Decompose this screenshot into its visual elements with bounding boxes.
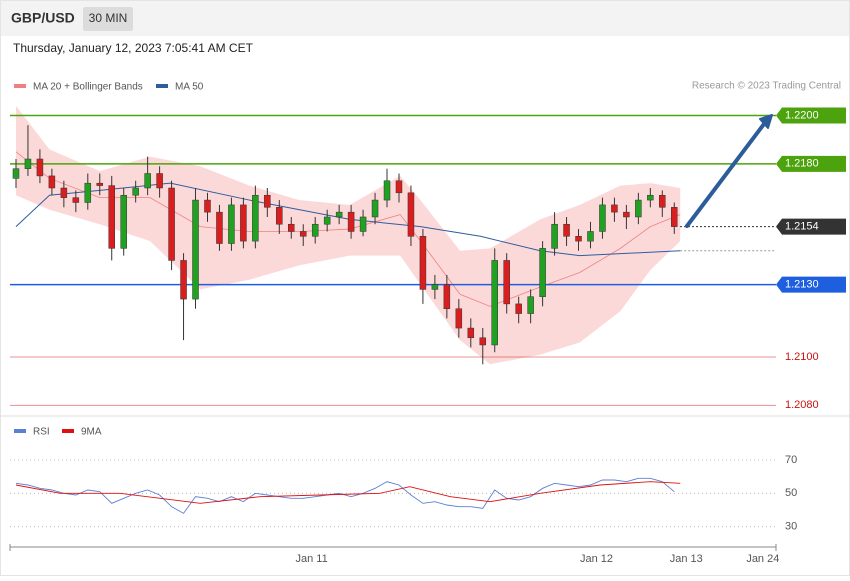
x-tick-label: Jan 12 <box>580 553 613 565</box>
candle-body <box>252 194 259 242</box>
candle-body <box>647 194 654 201</box>
timestamp: Thursday, January 12, 2023 7:05:41 AM CE… <box>13 41 254 55</box>
candle-body <box>228 204 235 244</box>
candle-body <box>371 199 379 218</box>
candle-body <box>359 216 367 232</box>
candle-body <box>24 158 32 169</box>
arrow-head <box>759 114 773 129</box>
rsi-line <box>15 477 675 514</box>
candle-body <box>599 204 606 232</box>
candle-body <box>156 173 163 189</box>
candle-body <box>180 260 187 300</box>
credit: Research © 2023 Trading Central <box>692 81 841 92</box>
legend-label: MA 50 <box>175 82 204 93</box>
legend-swatch <box>14 84 26 88</box>
candle-body <box>12 168 20 179</box>
x-tick-label: Jan 11 <box>296 553 328 565</box>
candle-body <box>539 248 546 297</box>
candle-body <box>132 187 139 196</box>
candle-body <box>192 199 199 300</box>
candle-body <box>551 223 558 249</box>
candle-body <box>323 216 331 225</box>
y-tick-label: 50 <box>785 487 797 499</box>
candle-body <box>623 211 630 218</box>
interval-box[interactable] <box>83 7 133 31</box>
candle-body <box>431 284 439 290</box>
legend-swatch <box>156 84 168 88</box>
candle-body <box>419 236 427 290</box>
ma20-line <box>15 151 681 307</box>
candle-body <box>575 236 582 242</box>
x-tick-label: Jan 24 <box>746 553 779 565</box>
x-tick-label: Jan 13 <box>670 553 703 565</box>
interval[interactable]: 30 MIN <box>89 11 128 25</box>
candle-body <box>216 211 223 244</box>
legend-swatch <box>62 429 74 433</box>
symbol: GBP/USD <box>11 10 75 26</box>
candle-body <box>443 284 451 309</box>
candle-body <box>36 158 44 177</box>
rsi-line <box>15 481 681 504</box>
rsi-panel: 70 50 30 RSI 9MA <box>10 427 797 533</box>
y-tick-label: 30 <box>785 521 797 533</box>
candle-body <box>299 231 307 237</box>
candle-body <box>515 303 522 314</box>
candle-body <box>455 308 463 329</box>
price-tag <box>776 218 846 235</box>
ma50-line <box>15 182 681 257</box>
candle-body <box>264 194 271 208</box>
candle-body <box>563 223 570 237</box>
candle-body <box>288 223 295 232</box>
legend-label: MA 20 + Bollinger Bands <box>33 82 143 93</box>
candle-body <box>84 182 92 203</box>
price-label: 1.2154 <box>785 221 819 233</box>
price-tag <box>776 107 846 124</box>
candle-body <box>96 182 104 186</box>
legend-label: RSI <box>33 427 50 438</box>
candle-body <box>60 187 68 198</box>
candle-body <box>635 199 642 218</box>
candle-body <box>72 197 80 203</box>
header-bar <box>1 1 849 36</box>
candle-body <box>144 173 151 189</box>
candle-body <box>108 185 115 249</box>
price-panel: 1.2200 1.2180 1.2154 1.2130 1.2100 1.2080 MA 2… <box>10 82 846 411</box>
candle-body <box>479 337 487 346</box>
candle-body <box>276 207 283 225</box>
legend-label: 9MA <box>81 427 102 438</box>
price-label: 1.2130 <box>785 278 819 290</box>
candle-body <box>407 192 415 237</box>
candle-body <box>587 231 594 242</box>
candle-body <box>503 260 510 305</box>
candle-body <box>659 194 666 208</box>
candle-body <box>240 204 247 242</box>
candle-body <box>204 199 211 213</box>
price-label: 1.2180 <box>785 158 819 170</box>
price-tag <box>776 155 846 172</box>
candle-body <box>467 327 475 338</box>
candle-body <box>311 223 319 237</box>
forecast-arrow <box>685 122 766 228</box>
candle-body <box>611 204 618 213</box>
candle-body <box>395 180 403 194</box>
price-label: 1.2080 <box>785 399 819 411</box>
candle-body <box>347 211 355 232</box>
candle-body <box>671 207 678 227</box>
candle-body <box>335 211 343 218</box>
price-tag <box>776 276 846 293</box>
candle-body <box>383 180 391 201</box>
y-tick-label: 70 <box>785 454 797 466</box>
candle-body <box>491 260 498 346</box>
price-label: 1.2100 <box>785 351 819 363</box>
candle-body <box>527 296 534 314</box>
candle-body <box>48 175 56 189</box>
legend-swatch <box>14 429 26 433</box>
bollinger-band <box>15 105 681 365</box>
candle-body <box>120 194 127 249</box>
price-label: 1.2200 <box>785 109 819 121</box>
candle-body <box>168 187 175 261</box>
